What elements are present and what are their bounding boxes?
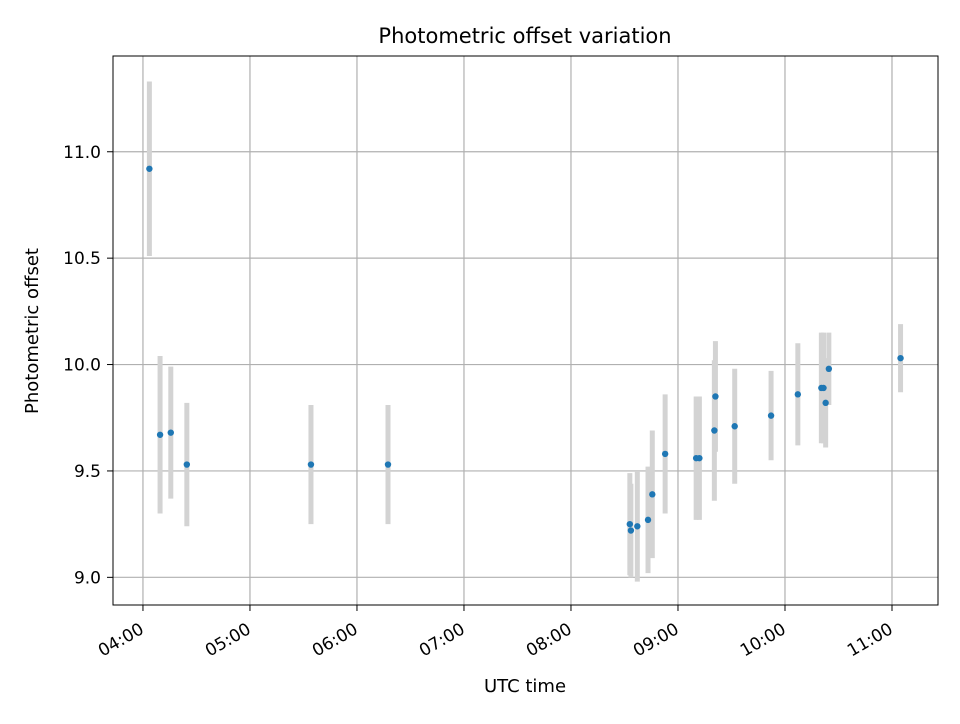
y-tick-label: 10.0 bbox=[63, 356, 101, 376]
data-point bbox=[731, 423, 738, 430]
data-point bbox=[146, 165, 153, 172]
data-point bbox=[626, 520, 634, 528]
data-point bbox=[183, 461, 191, 468]
data-point bbox=[627, 527, 635, 534]
data-point bbox=[661, 450, 669, 458]
data-point bbox=[307, 461, 315, 468]
data-points bbox=[146, 165, 904, 534]
data-point bbox=[696, 454, 703, 462]
data-point bbox=[822, 399, 829, 407]
y-tick-label: 9.5 bbox=[74, 462, 101, 482]
data-point bbox=[167, 429, 174, 436]
data-point bbox=[644, 516, 652, 524]
data-point bbox=[711, 427, 718, 434]
y-tick-label: 9.0 bbox=[74, 568, 101, 588]
plot-frame bbox=[112, 55, 939, 606]
data-point bbox=[897, 354, 904, 362]
y-tick-label: 11.0 bbox=[63, 143, 101, 163]
data-point bbox=[384, 461, 392, 468]
data-point bbox=[820, 384, 827, 392]
data-point bbox=[649, 491, 656, 498]
data-point bbox=[156, 431, 164, 438]
x-axis-label: UTC time bbox=[484, 676, 566, 697]
grid bbox=[113, 56, 938, 605]
data-point bbox=[794, 391, 802, 398]
y-tick-label: 10.5 bbox=[63, 249, 101, 269]
plot-area bbox=[113, 56, 938, 605]
y-axis-label: Photometric offset bbox=[22, 248, 43, 414]
chart-title: Photometric offset variation bbox=[378, 24, 671, 48]
data-point bbox=[712, 393, 719, 400]
data-point bbox=[825, 365, 833, 373]
data-point bbox=[767, 412, 775, 419]
data-point bbox=[634, 523, 641, 530]
